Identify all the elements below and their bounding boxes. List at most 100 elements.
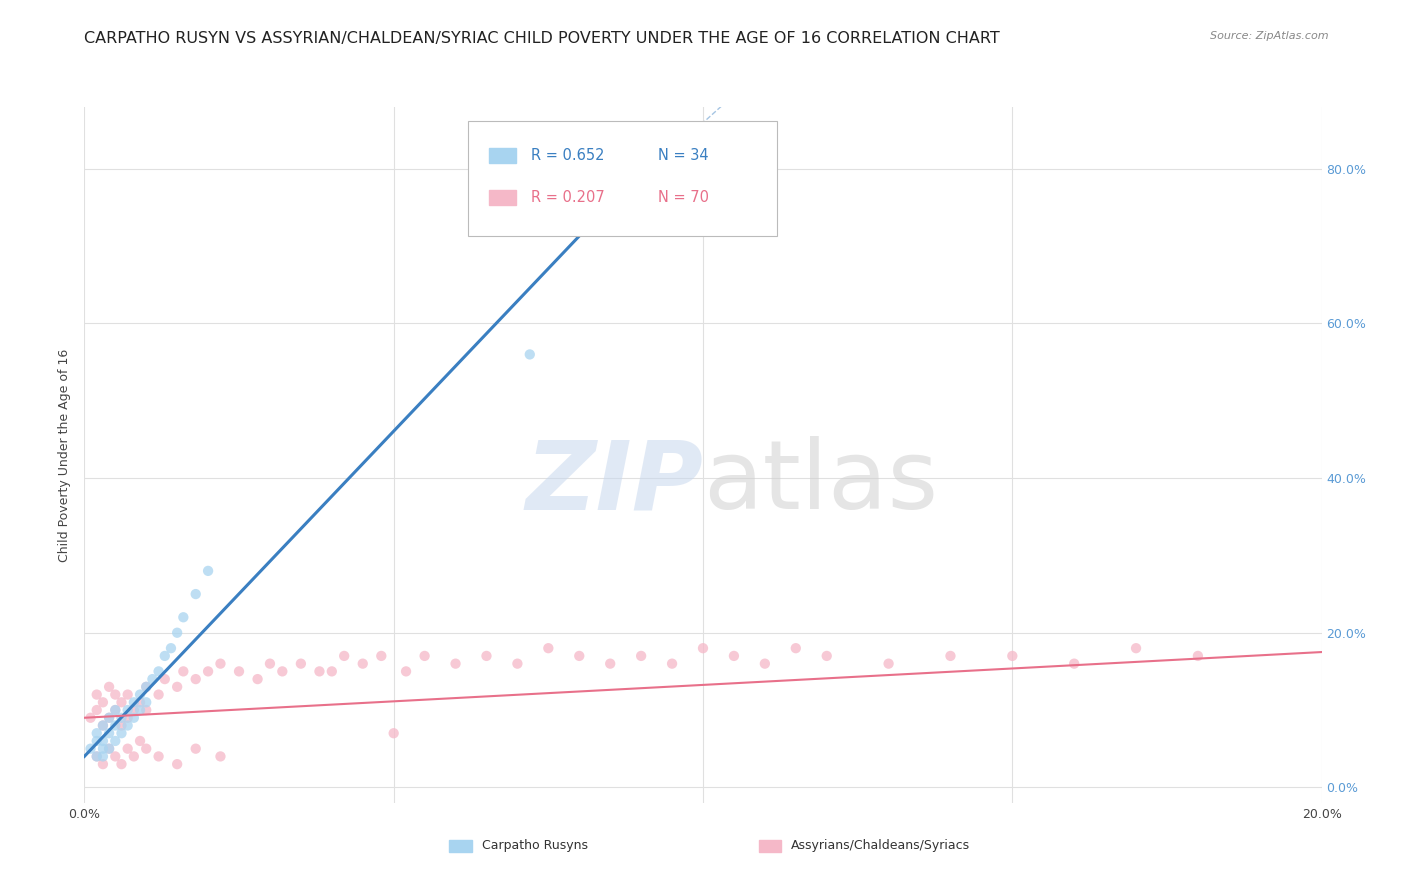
Point bbox=[785, 641, 807, 656]
Point bbox=[122, 749, 145, 764]
FancyBboxPatch shape bbox=[468, 121, 778, 235]
Point bbox=[91, 757, 114, 772]
Point bbox=[98, 741, 121, 756]
Point bbox=[122, 703, 145, 717]
Point bbox=[91, 741, 114, 756]
Point bbox=[352, 657, 374, 671]
Point bbox=[815, 648, 838, 663]
Point bbox=[129, 734, 152, 748]
Text: R = 0.207: R = 0.207 bbox=[531, 190, 605, 205]
Point bbox=[1001, 648, 1024, 663]
Point bbox=[122, 695, 145, 709]
Point bbox=[172, 610, 194, 624]
Point bbox=[104, 703, 127, 717]
Bar bbox=[489, 190, 516, 205]
Point bbox=[1187, 648, 1209, 663]
Point bbox=[148, 688, 170, 702]
Point bbox=[184, 672, 207, 686]
Point bbox=[86, 734, 108, 748]
Point bbox=[135, 680, 157, 694]
Point bbox=[370, 648, 392, 663]
Point bbox=[308, 665, 330, 679]
Point bbox=[395, 665, 418, 679]
Point bbox=[117, 688, 139, 702]
Point bbox=[153, 672, 176, 686]
Point bbox=[519, 347, 541, 361]
Point bbox=[166, 757, 188, 772]
Point bbox=[166, 625, 188, 640]
Point bbox=[271, 665, 294, 679]
Text: N = 34: N = 34 bbox=[658, 148, 709, 163]
Point bbox=[939, 648, 962, 663]
Point bbox=[537, 641, 560, 656]
Point bbox=[148, 665, 170, 679]
Point bbox=[184, 587, 207, 601]
Point bbox=[91, 749, 114, 764]
Point bbox=[506, 657, 529, 671]
Point bbox=[110, 757, 132, 772]
Point bbox=[141, 672, 163, 686]
Point bbox=[86, 749, 108, 764]
Point bbox=[568, 648, 591, 663]
Point bbox=[86, 726, 108, 740]
Text: Carpatho Rusyns: Carpatho Rusyns bbox=[481, 839, 588, 853]
Point bbox=[723, 648, 745, 663]
Point bbox=[110, 695, 132, 709]
Point bbox=[129, 703, 152, 717]
Text: Assyrians/Chaldeans/Syriacs: Assyrians/Chaldeans/Syriacs bbox=[790, 839, 970, 853]
Point bbox=[661, 216, 683, 230]
Point bbox=[197, 564, 219, 578]
Point bbox=[91, 718, 114, 732]
Point bbox=[110, 718, 132, 732]
Text: R = 0.652: R = 0.652 bbox=[531, 148, 605, 163]
Point bbox=[117, 711, 139, 725]
Bar bbox=[759, 839, 780, 852]
Text: CARPATHO RUSYN VS ASSYRIAN/CHALDEAN/SYRIAC CHILD POVERTY UNDER THE AGE OF 16 COR: CARPATHO RUSYN VS ASSYRIAN/CHALDEAN/SYRI… bbox=[84, 31, 1000, 46]
Point bbox=[877, 657, 900, 671]
Point bbox=[86, 703, 108, 717]
Point bbox=[129, 688, 152, 702]
Point bbox=[98, 711, 121, 725]
Point bbox=[246, 672, 269, 686]
Point bbox=[98, 726, 121, 740]
Point bbox=[321, 665, 343, 679]
Point bbox=[148, 749, 170, 764]
Point bbox=[475, 648, 498, 663]
Text: ZIP: ZIP bbox=[524, 436, 703, 529]
Bar bbox=[450, 839, 471, 852]
Point bbox=[104, 688, 127, 702]
Point bbox=[117, 718, 139, 732]
Point bbox=[98, 680, 121, 694]
Point bbox=[661, 657, 683, 671]
Point bbox=[110, 711, 132, 725]
Point bbox=[135, 695, 157, 709]
Point bbox=[104, 734, 127, 748]
Point bbox=[86, 688, 108, 702]
Point bbox=[209, 657, 232, 671]
Point bbox=[117, 703, 139, 717]
Point bbox=[129, 695, 152, 709]
Point bbox=[135, 680, 157, 694]
Point bbox=[184, 741, 207, 756]
Point bbox=[86, 749, 108, 764]
Bar bbox=[489, 148, 516, 163]
Point bbox=[104, 718, 127, 732]
Text: N = 70: N = 70 bbox=[658, 190, 710, 205]
Point bbox=[166, 680, 188, 694]
Point bbox=[110, 726, 132, 740]
Y-axis label: Child Poverty Under the Age of 16: Child Poverty Under the Age of 16 bbox=[58, 348, 72, 562]
Point bbox=[259, 657, 281, 671]
Text: atlas: atlas bbox=[703, 436, 938, 529]
Point bbox=[104, 749, 127, 764]
Point bbox=[692, 641, 714, 656]
Point bbox=[79, 711, 101, 725]
Point bbox=[754, 657, 776, 671]
Point bbox=[153, 648, 176, 663]
Point bbox=[1063, 657, 1085, 671]
Point bbox=[382, 726, 405, 740]
Point bbox=[630, 648, 652, 663]
Point bbox=[333, 648, 356, 663]
Point bbox=[117, 741, 139, 756]
Point bbox=[91, 734, 114, 748]
Point bbox=[91, 695, 114, 709]
